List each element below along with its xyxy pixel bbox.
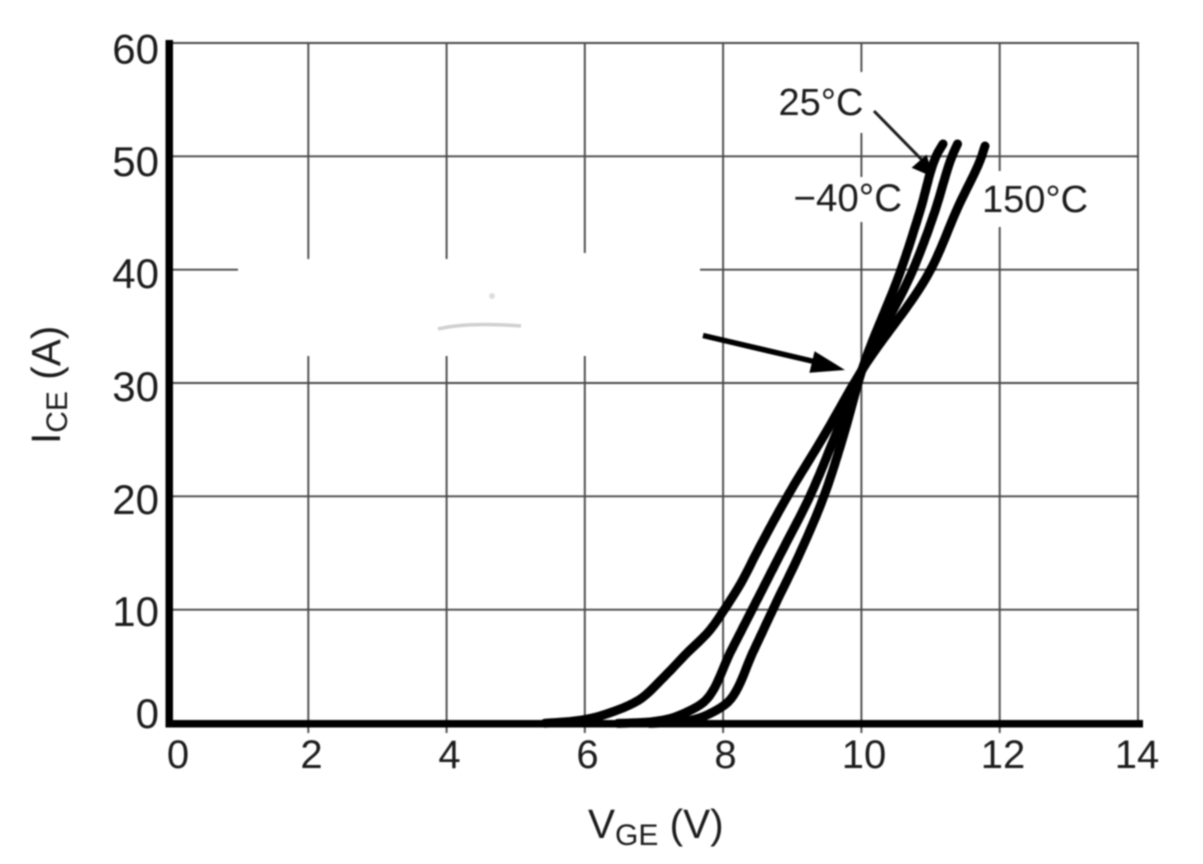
svg-text:50: 50: [112, 138, 159, 185]
svg-text:4: 4: [438, 733, 460, 777]
svg-text:10: 10: [842, 733, 887, 777]
svg-text:60: 60: [112, 26, 159, 73]
svg-text:0: 0: [136, 690, 159, 737]
svg-text:−40°C: −40°C: [794, 177, 903, 220]
svg-text:30: 30: [112, 363, 159, 410]
svg-text:2: 2: [300, 733, 322, 777]
svg-text:150°C: 150°C: [982, 179, 1088, 221]
svg-text:10: 10: [112, 588, 159, 635]
svg-text:20: 20: [112, 476, 159, 523]
svg-text:6: 6: [576, 733, 598, 777]
svg-text:0: 0: [167, 733, 189, 777]
svg-text:12: 12: [981, 733, 1026, 777]
svg-text:40: 40: [112, 250, 159, 297]
svg-text:8: 8: [714, 733, 736, 777]
svg-text:25°C: 25°C: [779, 82, 864, 124]
svg-text:14: 14: [1115, 733, 1160, 777]
